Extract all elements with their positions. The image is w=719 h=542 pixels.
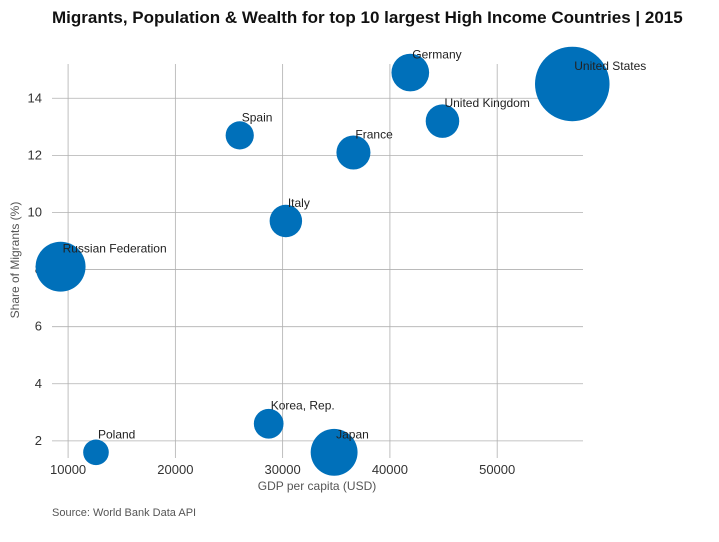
bubble-korea-rep xyxy=(253,408,284,439)
point-label-germany: Germany xyxy=(412,48,461,62)
grid-lines xyxy=(52,64,583,458)
chart-title: Migrants, Population & Wealth for top 10… xyxy=(52,8,683,27)
y-tick-label-5: 12 xyxy=(28,147,42,162)
bubble-italy xyxy=(269,204,303,238)
bubble-russian-federation xyxy=(35,241,86,292)
point-labels: United States Germany United Kingdom Spain F… xyxy=(63,48,647,442)
point-label-russian-federation: Russian Federation xyxy=(63,242,167,256)
bubble-united-kingdom xyxy=(425,104,460,138)
point-label-spain: Spain xyxy=(242,110,273,124)
x-axis-label: GDP per capita (USD) xyxy=(258,479,376,493)
point-label-italy: Italy xyxy=(288,196,310,210)
x-tick-label-1: 20000 xyxy=(157,462,193,477)
x-tick-label-3: 40000 xyxy=(372,462,408,477)
bubble-france xyxy=(336,135,371,170)
bubble-spain xyxy=(225,121,254,150)
bubble-poland xyxy=(83,439,109,466)
y-axis-label: Share of Migrants (%) xyxy=(8,202,22,319)
bubbles xyxy=(35,46,610,476)
bubble-germany xyxy=(391,53,430,92)
source-note: Source: World Bank Data API xyxy=(52,507,197,519)
point-label-united-kingdom: United Kingdom xyxy=(444,96,529,110)
y-tick-label-6: 14 xyxy=(28,90,42,105)
bubble-united-states xyxy=(535,46,610,122)
bubble-japan xyxy=(310,428,358,476)
y-tick-label-1: 4 xyxy=(35,376,42,391)
point-label-korea-rep: Korea, Rep. xyxy=(271,399,335,413)
y-tick-label-2: 6 xyxy=(35,319,42,334)
point-label-poland: Poland xyxy=(98,427,135,441)
point-label-japan: Japan xyxy=(336,427,369,441)
x-tick-label-0: 10000 xyxy=(50,462,86,477)
x-tick-label-2: 30000 xyxy=(265,462,301,477)
point-label-france: France xyxy=(355,128,393,142)
point-label-united-states: United States xyxy=(574,59,646,73)
y-tick-label-4: 10 xyxy=(28,204,42,219)
x-tick-label-4: 50000 xyxy=(479,462,515,477)
y-tick-label-0: 2 xyxy=(35,433,42,448)
